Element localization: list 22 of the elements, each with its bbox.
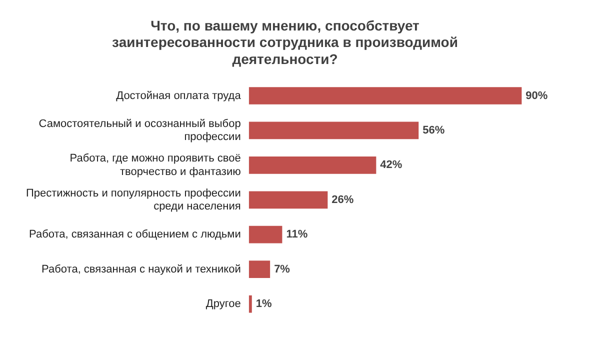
- bar: [248, 226, 282, 244]
- y-tick-label: Работа, где можно проявить своё творчество и фантазию: [70, 152, 241, 178]
- bar: [248, 295, 252, 313]
- bar: [248, 156, 376, 174]
- bar: [248, 87, 522, 104]
- chart-title: Что, по вашему мнению, способствует заинтересованности сотрудника в производимой деятельности?: [112, 17, 458, 67]
- y-tick-label: Работа, связанная с наукой и техникой: [42, 263, 241, 276]
- y-tick-label: Престижность и популярность профессии среди населения: [26, 187, 241, 213]
- data-label: 56%: [422, 124, 445, 137]
- bar: [248, 122, 419, 140]
- y-tick-label: Самостоятельный и осознанный выбор профессии: [38, 118, 241, 144]
- data-label: 7%: [274, 263, 290, 276]
- y-tick-label: Достойная оплата труда: [116, 90, 242, 102]
- data-label: 11%: [286, 228, 308, 241]
- y-tick-label: Другое: [206, 298, 241, 310]
- bar: [248, 191, 328, 209]
- data-label: 42%: [380, 159, 402, 172]
- data-label: 90%: [526, 90, 548, 102]
- y-tick-label: Работа, связанная с общением с людьми: [29, 228, 241, 241]
- data-label: 26%: [332, 194, 354, 206]
- bar: [248, 260, 270, 278]
- data-label: 1%: [256, 298, 272, 310]
